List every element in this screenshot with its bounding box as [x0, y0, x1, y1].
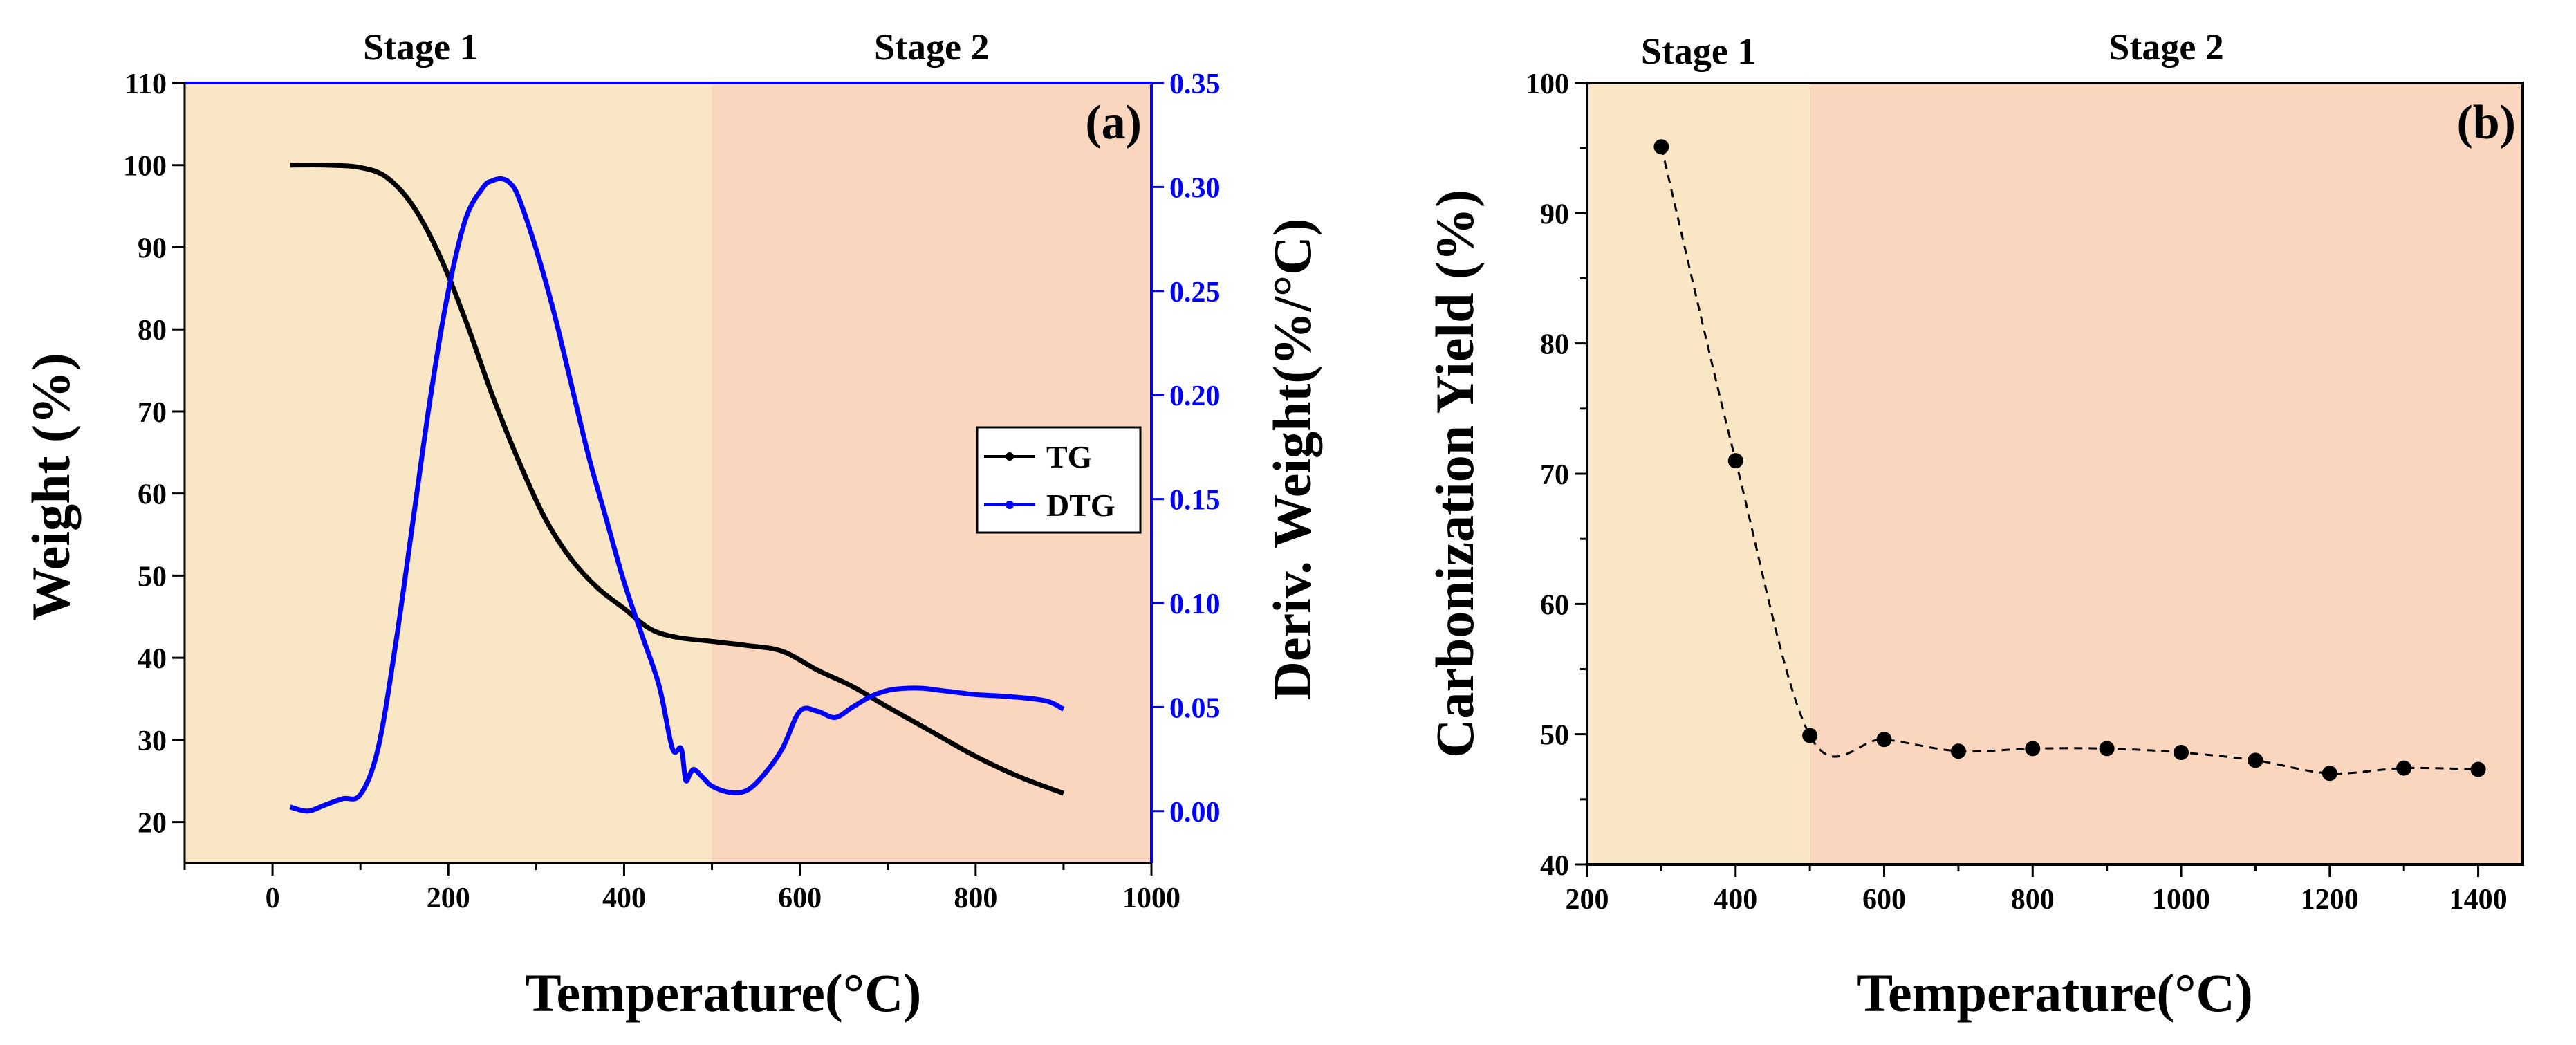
panel-a-x-tick-label: 1000 [1122, 882, 1180, 914]
panel-a-y-tick-label: 40 [138, 643, 167, 675]
panel-b-x-tick-label: 1000 [2152, 884, 2210, 916]
panel-a-y-tick-label: 90 [138, 232, 167, 264]
legend-box [976, 426, 1142, 534]
panel-b-data-point [2099, 741, 2115, 757]
panel-a-stage-1-label: Stage 1 [363, 26, 478, 68]
panel-a-y2-tick-label: 0.00 [1169, 797, 1221, 829]
panel-a-stage-2-label: Stage 2 [874, 26, 989, 68]
panel-a-tg-curve [290, 162, 1065, 796]
panel-a-y-tick-label: 110 [124, 68, 167, 100]
panel-b-data-point [2470, 761, 2486, 777]
panel-b-y-tick-label: 70 [1540, 459, 1569, 491]
panel-a-x-tick-label: 800 [954, 882, 997, 914]
legend-tg-label: TG [1046, 439, 1092, 474]
legend-tg-marker [1006, 452, 1014, 461]
panel-b-y-axis-title: Carbonization Yield (%) [1425, 189, 1485, 758]
panel-b-x-axis-title: Temperature(°C) [1857, 963, 2253, 1023]
legend-dtg-marker [1006, 501, 1014, 509]
panel-a-y2-tick-label: 0.05 [1169, 692, 1221, 724]
panel-a-y-tick-label: 100 [123, 151, 167, 183]
panel-b-y-tick-label: 80 [1540, 329, 1569, 361]
panel-b-stage-2-region [1810, 83, 2523, 864]
panel-a-tga-chart: 0 200 400 600 800 1000 20 30 40 50 60 70 80 90 100 110… [21, 26, 1322, 1023]
panel-b-x-tick-label: 600 [1862, 884, 1906, 916]
panel-a-label: (a) [1085, 96, 1142, 149]
panel-a-x-axis-title: Temperature(°C) [526, 963, 922, 1023]
panel-b-data-point [2174, 745, 2189, 761]
panel-a-y-tick-label: 80 [138, 315, 167, 346]
panel-a-y2-tick-label: 0.30 [1169, 172, 1221, 204]
panel-a-x-tick-label: 200 [427, 882, 470, 914]
panel-b-x-tick-label: 400 [1714, 884, 1757, 916]
panel-a-y2-tick-label: 0.10 [1169, 589, 1221, 620]
panel-b-data-point [2396, 760, 2412, 776]
panel-a-y-tick-label: 20 [138, 808, 167, 840]
panel-a-legend: TG DTG [976, 426, 1142, 534]
panel-b-yield-chart: 200 400 600 800 1000 1200 1400 40 50 60 70 80 90 100… [1425, 26, 2524, 1023]
panel-b-stage-1-label: Stage 1 [1641, 30, 1756, 72]
panel-a-y-tick-label: 30 [138, 725, 167, 757]
panel-b-data-point [2025, 741, 2041, 757]
panel-b-x-tick-label: 200 [1566, 884, 1609, 916]
panel-a-y2-tick-label: 0.15 [1169, 485, 1221, 517]
panel-b-y-tick-label: 100 [1526, 68, 1569, 100]
panel-b-x-tick-label: 800 [2011, 884, 2055, 916]
legend-dtg-label: DTG [1046, 488, 1115, 523]
panel-a-dtg-curve [289, 176, 1065, 814]
panel-b-data-point [2322, 766, 2337, 782]
panel-b-label: (b) [2456, 96, 2516, 149]
panel-b-data-point [1876, 732, 1892, 748]
panel-b-y-tick-label: 90 [1540, 198, 1569, 230]
panel-b-data-point [1802, 728, 1818, 743]
panel-b-y-tick-label: 60 [1540, 589, 1569, 621]
panel-a-x-tick-label: 600 [778, 882, 822, 914]
panel-a-y2-tick-label: 0.25 [1169, 277, 1221, 308]
panel-a-y2-tick-label: 0.35 [1169, 68, 1221, 100]
panel-a-x-tick-label: 400 [602, 882, 646, 914]
panel-b-data-point [1727, 453, 1743, 469]
panel-a-x-tick-label: 0 [266, 882, 280, 914]
panel-b-data-point [2248, 752, 2263, 768]
panel-a-right-y-axis-title: Deriv. Weight(%/°C) [1262, 218, 1322, 700]
panel-b-stage-2-label: Stage 2 [2109, 26, 2223, 68]
panel-b-y-tick-label: 50 [1540, 720, 1569, 752]
panel-a-y-tick-label: 50 [138, 561, 167, 593]
panel-b-x-tick-label: 1200 [2301, 884, 2359, 916]
panel-b-data-point [1653, 139, 1669, 155]
panel-b-y-tick-label: 40 [1540, 850, 1569, 882]
panel-b-x-tick-label: 1400 [2449, 884, 2508, 916]
panel-a-y-tick-label: 60 [138, 479, 167, 511]
panel-a-y-tick-label: 70 [138, 397, 167, 429]
panel-b-stage-1-region [1587, 83, 1810, 864]
panel-a-y-axis-title: Weight (%) [21, 353, 81, 621]
panel-a-stage-1-region [185, 83, 712, 863]
panel-a-y2-tick-label: 0.20 [1169, 380, 1221, 412]
panel-b-data-point [1950, 743, 1966, 759]
